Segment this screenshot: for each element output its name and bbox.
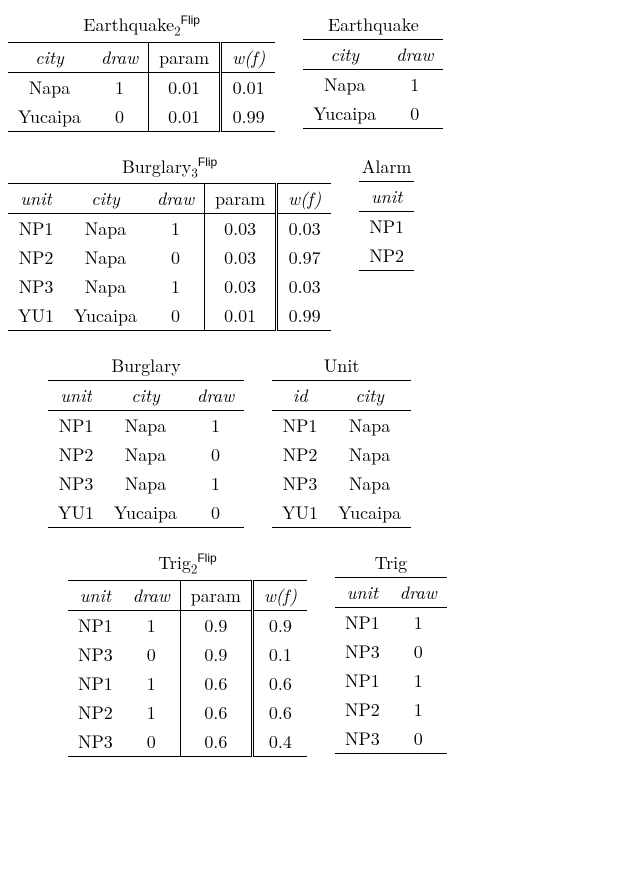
table-row: YU1Yucaipa0 0.010.99 — [8, 301, 331, 331]
col-draw: draw — [91, 42, 149, 72]
table-row: NP1Napa — [272, 411, 411, 441]
col-id: id — [272, 381, 328, 411]
unit-table: Unit id city NP1Napa NP2Napa NP3Napa YU1… — [272, 353, 411, 528]
burglary-flip-title: Burglary3Flip — [8, 154, 331, 182]
col-wf: w(f) — [221, 42, 276, 72]
trig-flip-title: Trig2Flip — [68, 550, 307, 578]
col-wf: w(f) — [252, 580, 307, 610]
earthquake-table: Earthquake city draw Napa 1 Yucaipa 0 — [303, 12, 443, 129]
col-unit: unit — [8, 184, 64, 214]
table-row: YU1Yucaipa0 — [48, 498, 244, 528]
table-row: NP1Napa1 0.030.03 — [8, 214, 331, 244]
col-param: param — [205, 184, 277, 214]
table-row: NP300.90.1 — [68, 640, 307, 669]
table-row: NP11 — [335, 666, 447, 695]
earthquake-title: Earthquake — [303, 12, 443, 37]
table-row: NP3Napa1 — [48, 469, 244, 498]
table-row: NP110.60.6 — [68, 669, 307, 698]
row-burglary-unit: Burglary unit city draw NP1Napa1 NP2Napa… — [8, 353, 632, 528]
table-row: NP2Napa0 — [48, 440, 244, 469]
table-row: Yucaipa 0 — [303, 99, 443, 129]
table-row: NP21 — [335, 695, 447, 724]
table-row: NP3Napa — [272, 469, 411, 498]
table-row: NP1Napa1 — [48, 411, 244, 441]
burglary-title: Burglary — [48, 353, 244, 378]
row-earthquake: Earthquake2Flip city draw param w(f) Nap… — [8, 12, 632, 132]
col-unit: unit — [359, 181, 414, 211]
unit-title: Unit — [272, 353, 411, 378]
col-draw: draw — [386, 40, 443, 70]
table-row: NP2 — [359, 241, 414, 271]
table-row: NP30 — [335, 724, 447, 754]
col-draw: draw — [187, 381, 244, 411]
trig-table: Trig unit draw NP11 NP30 NP11 NP21 NP30 — [335, 550, 447, 754]
table-row: Napa 1 — [303, 70, 443, 100]
col-unit: unit — [48, 381, 104, 411]
table-row: NP11 — [335, 608, 447, 638]
col-unit: unit — [68, 580, 123, 610]
table-row: NP1 — [359, 211, 414, 241]
col-city: city — [328, 381, 411, 411]
col-draw: draw — [147, 184, 205, 214]
burglary-flip-table: Burglary3Flip unit city draw param w(f) … — [8, 154, 331, 332]
earthquake-flip-table: Earthquake2Flip city draw param w(f) Nap… — [8, 12, 275, 132]
col-draw: draw — [123, 580, 181, 610]
table-row: YU1Yucaipa — [272, 498, 411, 528]
trig-flip-table: Trig2Flip unit draw param w(f) NP110.90.… — [68, 550, 307, 757]
col-draw: draw — [390, 578, 447, 608]
col-city: city — [8, 42, 91, 72]
col-city: city — [104, 381, 187, 411]
table-row: NP30 — [335, 637, 447, 666]
earthquake-flip-title: Earthquake2Flip — [8, 12, 275, 40]
row-burglary-flip: Burglary3Flip unit city draw param w(f) … — [8, 154, 632, 332]
alarm-title: Alarm — [359, 154, 414, 179]
trig-title: Trig — [335, 550, 447, 575]
table-row: Yucaipa 0 0.01 0.99 — [8, 102, 275, 132]
burglary-table: Burglary unit city draw NP1Napa1 NP2Napa… — [48, 353, 244, 528]
col-unit: unit — [335, 578, 390, 608]
col-param: param — [149, 42, 221, 72]
col-city: city — [303, 40, 386, 70]
table-row: Napa 1 0.01 0.01 — [8, 72, 275, 102]
alarm-table: Alarm unit NP1 NP2 — [359, 154, 414, 271]
table-row: NP2Napa0 0.030.97 — [8, 243, 331, 272]
table-row: NP300.60.4 — [68, 727, 307, 757]
table-row: NP3Napa1 0.030.03 — [8, 272, 331, 301]
table-row: NP210.60.6 — [68, 698, 307, 727]
col-param: param — [180, 580, 252, 610]
table-row: NP110.90.9 — [68, 610, 307, 640]
table-row: NP2Napa — [272, 440, 411, 469]
col-city: city — [64, 184, 147, 214]
col-wf: w(f) — [277, 184, 332, 214]
row-trig: Trig2Flip unit draw param w(f) NP110.90.… — [8, 550, 632, 757]
